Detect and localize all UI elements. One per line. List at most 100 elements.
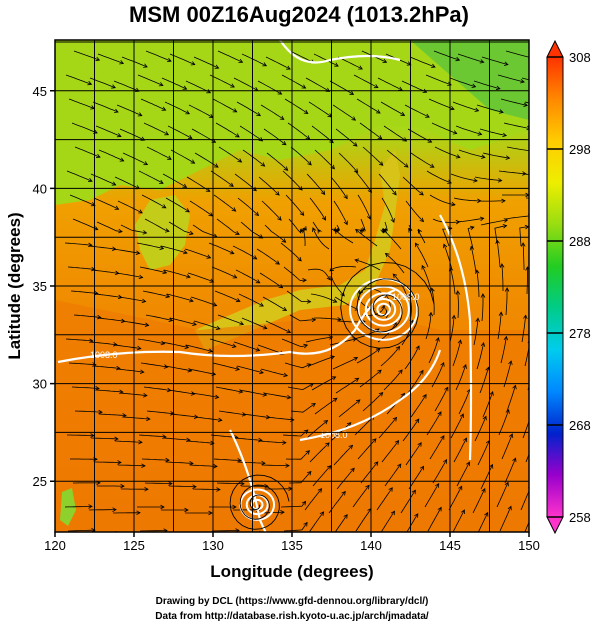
streamline-arrow (259, 302, 264, 307)
streamline-arrow (190, 159, 196, 164)
streamline (313, 53, 339, 67)
streamline (285, 450, 310, 460)
streamline-arrow (187, 134, 193, 139)
streamline (329, 265, 357, 272)
streamline-arrow (116, 365, 121, 371)
streamline (519, 226, 529, 247)
streamline (164, 365, 192, 372)
streamline-arrow (331, 227, 336, 233)
streamline-arrow (286, 329, 292, 334)
streamline-arrow (375, 348, 381, 353)
streamline (450, 173, 478, 182)
streamline-arrow (377, 369, 382, 375)
streamline (428, 337, 439, 364)
streamline (146, 410, 174, 415)
streamline (309, 197, 326, 221)
streamline-arrow (143, 63, 148, 68)
streamline-arrow (235, 230, 240, 235)
streamline (138, 170, 164, 184)
streamline-arrow (168, 317, 174, 322)
streamline-arrow (97, 314, 102, 320)
streamline-arrow (216, 487, 221, 492)
streamline (526, 267, 528, 295)
streamline (289, 314, 316, 322)
streamline (236, 101, 261, 117)
streamline (93, 197, 119, 210)
streamline-arrow (138, 439, 143, 445)
streamline (239, 125, 263, 142)
streamline-arrow (350, 467, 355, 473)
x-tick-label: 135 (281, 538, 303, 553)
colorbar-tick-label: 258 (569, 510, 591, 525)
streamline (140, 98, 166, 111)
streamline (116, 104, 142, 117)
streamline-arrow (277, 216, 282, 221)
streamline (476, 270, 480, 298)
streamline (362, 146, 384, 166)
streamline-arrow (238, 58, 244, 63)
streamline (166, 293, 194, 302)
streamline (265, 320, 291, 333)
streamline (88, 245, 116, 250)
streamline-arrow (482, 415, 487, 421)
streamline (95, 125, 122, 137)
streamline (114, 176, 140, 189)
typhoon-isobar (371, 297, 397, 321)
streamline-arrow (232, 504, 237, 510)
streamline (499, 506, 512, 532)
streamline-arrow (442, 458, 448, 464)
y-tick-label: 45 (33, 84, 47, 99)
streamline (256, 248, 280, 265)
streamline (425, 74, 452, 86)
streamline-arrow (275, 260, 280, 265)
streamline (65, 74, 92, 85)
streamline-arrow (164, 131, 170, 136)
streamline (289, 50, 315, 64)
streamline (265, 56, 291, 70)
streamline-arrow (533, 437, 537, 441)
streamline-arrow (165, 293, 171, 299)
streamline (184, 248, 211, 259)
streamline-arrow (392, 416, 398, 422)
streamline (385, 253, 405, 274)
streamline (98, 149, 124, 162)
streamline (520, 489, 529, 511)
streamline (237, 197, 259, 216)
streamline (443, 244, 453, 271)
streamline (139, 530, 168, 532)
streamline-arrow (321, 215, 327, 221)
streamline-arrow (397, 463, 402, 469)
streamline (233, 341, 260, 351)
streamline (239, 389, 267, 396)
streamline (402, 176, 424, 196)
streamline (137, 74, 164, 86)
streamline-arrow (320, 190, 326, 196)
streamline-arrow (377, 135, 383, 140)
streamline-arrow (378, 161, 384, 166)
streamline-arrow (112, 507, 117, 512)
streamline-arrow (503, 335, 509, 341)
streamline-arrow (303, 109, 309, 114)
streamline (92, 365, 120, 369)
streamline-arrow (279, 115, 285, 120)
streamline-arrow (447, 179, 452, 184)
streamline (95, 389, 123, 393)
streamline-arrow (343, 514, 348, 519)
streamline-arrow (231, 343, 237, 348)
grid-lines (54, 40, 530, 532)
streamline (192, 488, 221, 490)
x-tick-label: 150 (518, 538, 540, 553)
streamline-arrow (398, 86, 403, 91)
streamline-arrow (192, 484, 197, 489)
streamline (384, 463, 402, 487)
streamline-arrow (425, 113, 430, 118)
streamline (68, 362, 96, 366)
streamline (190, 296, 217, 306)
streamline (335, 128, 358, 147)
streamline (314, 397, 338, 415)
streamline-arrow (341, 490, 346, 496)
streamline (474, 176, 502, 181)
streamline (212, 362, 240, 370)
streamline (259, 272, 283, 289)
streamline-arrow (306, 363, 312, 368)
